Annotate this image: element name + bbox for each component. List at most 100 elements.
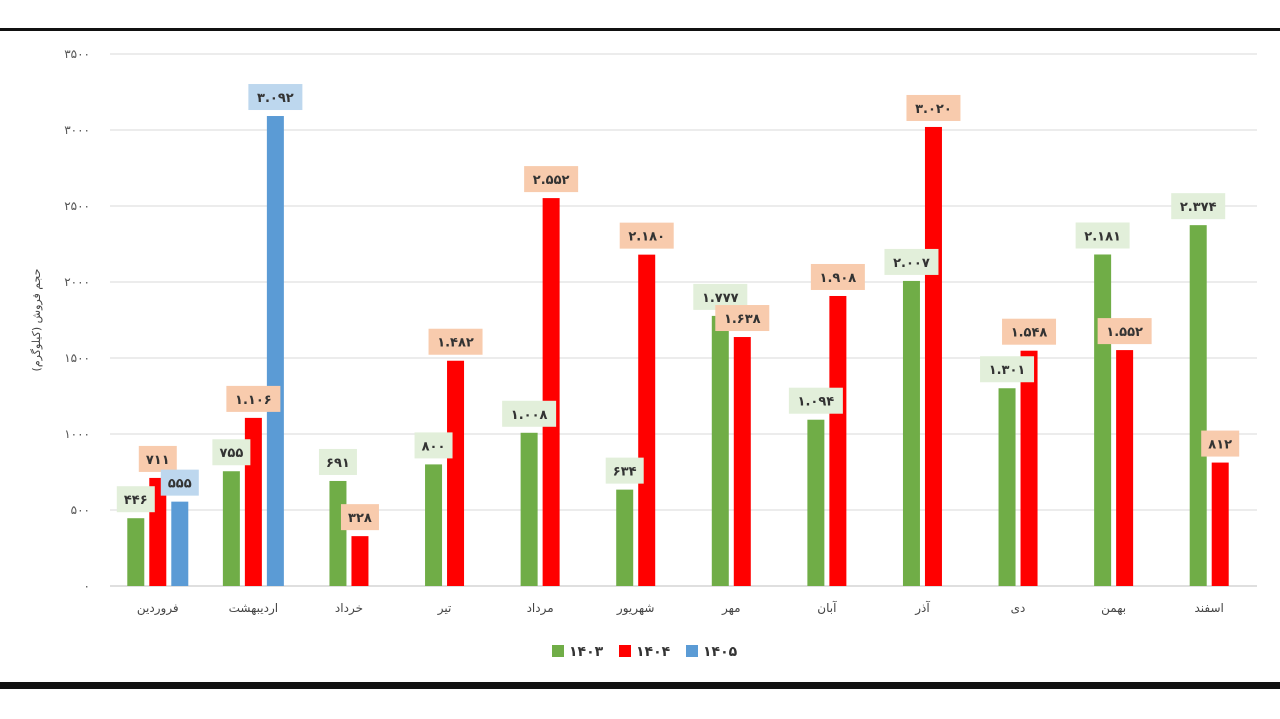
data-label-bg <box>116 486 155 513</box>
data-label-1-7: ۱.۹۰۸ <box>820 271 857 286</box>
gridlines <box>110 53 1257 587</box>
data-label-0-2: ۶۹۱ <box>326 456 350 471</box>
y-tick-label: ۱۵۰۰ <box>64 351 90 365</box>
data-label-bg <box>502 400 557 427</box>
data-label-bg <box>1002 318 1057 345</box>
data-label-0-3: ۸۰۰ <box>422 439 446 454</box>
bar-1-4 <box>542 198 560 586</box>
data-label-0-10: ۲.۱۸۱ <box>1084 229 1121 244</box>
category-label: شهریور <box>616 601 655 616</box>
category-label: آبان <box>817 600 837 615</box>
bar-0-3 <box>425 464 443 586</box>
data-label-bg <box>906 94 961 121</box>
data-label-0-1: ۷۵۵ <box>219 446 243 461</box>
data-label-1-6: ۱.۶۳۸ <box>724 312 761 327</box>
legend: ۱۴۰۳ ۱۴۰۴ ۱۴۰۵ <box>552 644 738 660</box>
y-tick-label: ۲۵۰۰ <box>64 199 90 213</box>
category-labels: فروردین اردیبهشت خرداد تیر مرداد شهریور مهر آبا… <box>137 600 1224 616</box>
data-label-1-1: ۱.۱۰۶ <box>235 393 272 408</box>
data-label-bg <box>226 385 281 412</box>
data-label-2-1: ۳.۰۹۲ <box>257 91 294 106</box>
legend-swatch-2 <box>686 645 698 657</box>
category-label: آذر <box>914 600 930 616</box>
data-label-0-4: ۱.۰۰۸ <box>511 408 548 423</box>
bar-1-5 <box>638 254 656 586</box>
data-label-1-3: ۱.۴۸۲ <box>437 336 474 351</box>
bars <box>127 116 1229 587</box>
bar-2-0 <box>171 501 189 586</box>
data-label-bg <box>212 439 251 466</box>
y-tick-label: ۲۰۰۰ <box>64 275 90 289</box>
data-label-bg <box>524 166 579 193</box>
data-label-bg <box>788 387 843 414</box>
data-label-1-0: ۷۱۱ <box>146 453 170 468</box>
legend-entry-2: ۱۴۰۵ <box>703 644 738 660</box>
bar-1-7 <box>829 295 847 586</box>
data-label-bg <box>414 432 453 459</box>
bar-0-9 <box>998 388 1016 586</box>
y-tick-label: ۵۰۰ <box>71 503 90 517</box>
data-label-0-8: ۲.۰۰۷ <box>893 256 930 271</box>
data-labels: ۴۴۶ ۷۱۱ ۵۵۵ ۷۵۵ ۱.۱۰۶ ۳.۰۹۲ ۶۹۱ ۳۲۸ ۸۰۰ ۱.۴۸۲ ۱.۰۰… <box>116 84 1240 531</box>
data-label-bg <box>715 305 770 332</box>
bar-0-7 <box>807 419 825 586</box>
bar-0-6 <box>711 315 729 586</box>
bar-1-10 <box>1116 350 1134 586</box>
data-label-1-4: ۲.۵۵۲ <box>533 173 570 188</box>
bar-0-4 <box>520 432 538 586</box>
data-label-0-9: ۱.۳۰۱ <box>989 363 1026 378</box>
frame-bottom-border <box>0 682 1280 689</box>
bar-1-11 <box>1211 462 1229 586</box>
category-label: اردیبهشت <box>229 601 278 616</box>
data-label-2-0: ۵۵۵ <box>168 477 192 492</box>
bar-1-6 <box>733 337 751 586</box>
bar-0-1 <box>222 471 240 586</box>
y-axis-label: حجم فروش (کیلوگرم) <box>30 269 43 372</box>
frame-top-border <box>0 28 1280 31</box>
data-label-1-8: ۳.۰۲۰ <box>915 102 952 117</box>
data-label-bg <box>248 84 303 111</box>
bar-1-8 <box>924 126 942 587</box>
bar-0-0 <box>127 518 145 586</box>
category-label: خرداد <box>335 601 363 616</box>
data-label-bg <box>1201 430 1240 457</box>
data-label-1-11: ۸۱۲ <box>1208 438 1232 453</box>
bar-1-2 <box>351 536 369 586</box>
data-label-bg <box>810 263 865 290</box>
y-tick-label: ۳۰۰۰ <box>64 123 90 137</box>
y-tick-label: ۱۰۰۰ <box>64 427 90 441</box>
category-label: مرداد <box>527 601 554 616</box>
data-label-bg <box>318 448 357 475</box>
y-tick-label: ۰ <box>84 579 90 593</box>
data-label-bg <box>428 328 483 355</box>
bar-0-11 <box>1189 225 1207 587</box>
bar-1-3 <box>447 360 465 586</box>
data-label-bg <box>605 457 644 484</box>
bar-2-1 <box>266 116 284 587</box>
y-axis-ticks: ۰ ۵۰۰ ۱۰۰۰ ۱۵۰۰ ۲۰۰۰ ۲۵۰۰ ۳۰۰۰ ۳۵۰۰ <box>64 47 90 593</box>
bar-0-8 <box>902 280 920 586</box>
data-label-1-10: ۱.۵۵۲ <box>1106 325 1143 340</box>
category-label: مهر <box>721 601 741 616</box>
data-label-bg <box>1171 193 1226 220</box>
category-label: بهمن <box>1101 601 1126 616</box>
data-label-0-5: ۶۳۴ <box>613 465 637 480</box>
data-label-bg <box>138 445 177 472</box>
legend-swatch-1 <box>619 645 631 657</box>
data-label-bg <box>340 504 379 531</box>
legend-swatch-0 <box>552 645 564 657</box>
y-tick-label: ۳۵۰۰ <box>64 47 90 61</box>
data-label-0-6: ۱.۷۷۷ <box>702 291 739 306</box>
data-label-bg <box>619 222 674 249</box>
data-label-0-0: ۴۴۶ <box>124 493 148 508</box>
data-label-bg <box>160 469 199 496</box>
legend-entry-0: ۱۴۰۳ <box>569 644 604 660</box>
data-label-1-2: ۳۲۸ <box>348 511 372 526</box>
bar-0-10 <box>1094 254 1112 586</box>
data-label-bg <box>980 356 1035 383</box>
category-label: فروردین <box>137 601 179 616</box>
data-label-bg <box>884 248 939 275</box>
data-label-1-5: ۲.۱۸۰ <box>628 230 665 245</box>
category-label: اسفند <box>1195 601 1224 615</box>
